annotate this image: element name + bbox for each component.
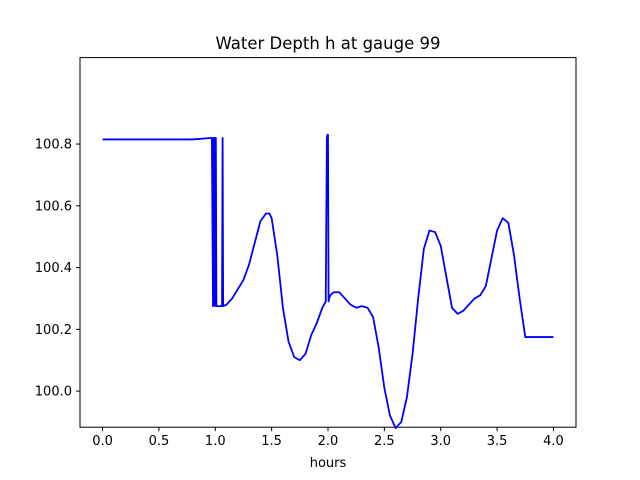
x-tick-label: 3.0: [430, 434, 451, 449]
chart-title: Water Depth h at gauge 99: [216, 34, 441, 53]
x-tick-label: 2.0: [318, 434, 339, 449]
y-tick-label: 100.4: [35, 261, 72, 276]
y-tick-label: 100.8: [35, 138, 72, 153]
y-tick-label: 100.0: [35, 385, 72, 400]
x-axis: 0.0 0.5 1.0 1.5 2.0 2.5 3.0 3.5 4.0: [92, 427, 564, 449]
series-layer: [102, 133, 554, 430]
series-line: [102, 133, 554, 430]
x-tick-label: 0.0: [92, 434, 113, 449]
x-tick-label: 4.0: [543, 434, 564, 449]
x-axis-label: hours: [310, 456, 347, 471]
x-tick-label: 1.5: [261, 434, 282, 449]
y-tick-label: 100.6: [35, 199, 72, 214]
y-tick-label: 100.2: [35, 323, 72, 338]
x-tick-label: 0.5: [149, 434, 170, 449]
x-tick-label: 1.0: [205, 434, 226, 449]
y-axis: 100.0 100.2 100.4 100.6 100.8: [35, 138, 80, 400]
x-tick-label: 3.5: [487, 434, 508, 449]
x-tick-label: 2.5: [374, 434, 395, 449]
